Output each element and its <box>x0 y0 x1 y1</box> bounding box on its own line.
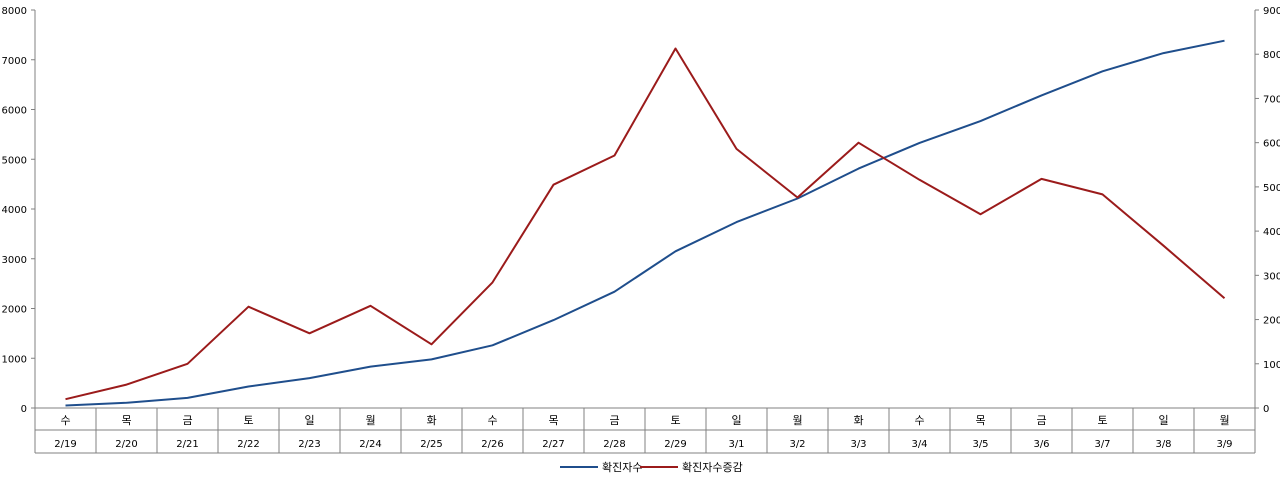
date-label: 3/2 <box>789 439 805 450</box>
category-label: 목 <box>121 414 131 427</box>
left-tick-label: 6000 <box>2 106 27 117</box>
legend-label-series-1: 확진자수 <box>602 461 642 474</box>
left-tick-label: 3000 <box>2 255 27 266</box>
date-label: 2/21 <box>176 439 198 450</box>
left-tick-label: 4000 <box>2 205 27 216</box>
series-lines <box>65 39 1226 407</box>
legend-label-series-2: 확진자수증감 <box>682 461 743 474</box>
category-label: 금 <box>609 414 619 427</box>
right-tick-label: 900 <box>1263 6 1280 17</box>
date-label: 2/27 <box>542 439 564 450</box>
category-label: 수 <box>914 414 924 427</box>
chart-axes <box>34 10 1256 408</box>
category-label: 토 <box>1097 414 1107 427</box>
right-tick-label: 200 <box>1263 316 1280 327</box>
date-label: 3/7 <box>1094 439 1110 450</box>
date-label: 3/9 <box>1216 439 1232 450</box>
right-tick-label: 100 <box>1263 360 1280 371</box>
right-tick-label: 500 <box>1263 183 1280 194</box>
right-tick-label: 600 <box>1263 139 1280 150</box>
date-label: 3/1 <box>728 439 744 450</box>
category-label: 화 <box>853 414 863 427</box>
right-tick-label: 0 <box>1263 404 1269 415</box>
date-label: 2/24 <box>359 439 381 450</box>
left-axis-ticks: 0 1000 2000 3000 4000 5000 6000 7000 8000 <box>2 6 35 415</box>
category-label: 목 <box>548 414 558 427</box>
date-label: 2/29 <box>664 439 686 450</box>
date-label: 3/3 <box>850 439 866 450</box>
category-label: 목 <box>975 414 985 427</box>
left-tick-label: 0 <box>21 404 27 415</box>
category-label: 월 <box>792 414 802 427</box>
date-label: 2/20 <box>115 439 137 450</box>
category-label: 일 <box>731 413 741 427</box>
category-label: 수 <box>487 414 497 427</box>
right-tick-label: 800 <box>1263 50 1280 61</box>
left-tick-label: 5000 <box>2 155 27 166</box>
category-label: 금 <box>1036 414 1046 427</box>
category-label: 토 <box>243 414 253 427</box>
date-label: 3/4 <box>911 439 927 450</box>
date-label: 2/28 <box>603 439 625 450</box>
right-axis-ticks: 0 100 200 300 400 500 600 700 800 900 <box>1255 6 1280 415</box>
category-label: 월 <box>1219 414 1229 427</box>
date-label: 2/19 <box>54 439 76 450</box>
category-table: 수 2/19 목 2/20 금 2/21 토 2/22 일 2/23 월 2/24 화 2/25 수 2/26… <box>34 407 1256 454</box>
category-label: 화 <box>426 414 436 427</box>
category-label: 토 <box>670 414 680 427</box>
right-tick-label: 400 <box>1263 227 1280 238</box>
category-label: 일 <box>304 413 314 427</box>
right-tick-label: 700 <box>1263 94 1280 105</box>
category-label: 월 <box>365 414 375 427</box>
series-line-1 <box>65 39 1225 407</box>
date-label: 3/6 <box>1033 439 1049 450</box>
left-tick-label: 2000 <box>2 305 27 316</box>
date-label: 3/5 <box>972 439 988 450</box>
category-label: 일 <box>1158 413 1168 427</box>
date-label: 2/25 <box>420 439 442 450</box>
date-label: 2/23 <box>298 439 320 450</box>
left-tick-label: 8000 <box>2 6 27 17</box>
left-tick-label: 7000 <box>2 56 27 67</box>
left-tick-label: 1000 <box>2 354 27 365</box>
category-label: 수 <box>60 414 70 427</box>
right-tick-label: 300 <box>1263 271 1280 282</box>
category-label: 금 <box>182 414 192 427</box>
date-label: 2/26 <box>481 439 503 450</box>
legend: 확진자수 확진자수증감 <box>560 461 743 474</box>
date-label: 2/22 <box>237 439 259 450</box>
date-label: 3/8 <box>1155 439 1171 450</box>
series-line-2 <box>65 47 1226 401</box>
